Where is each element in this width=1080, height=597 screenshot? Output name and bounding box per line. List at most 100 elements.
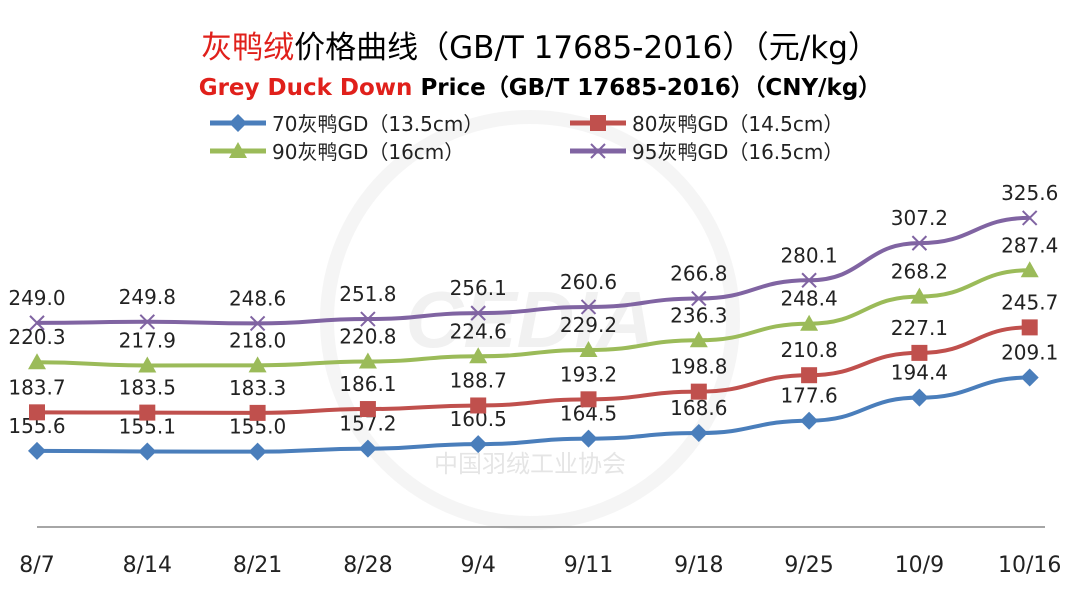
data-point — [689, 424, 708, 443]
data-label: 266.8 — [670, 261, 727, 285]
legend-marker-95 — [570, 142, 626, 159]
data-label: 249.0 — [8, 286, 65, 310]
x-tick-label: 10/9 — [895, 553, 944, 578]
data-label: 218.0 — [229, 328, 286, 352]
data-point — [139, 314, 156, 330]
data-label: 168.6 — [670, 396, 727, 420]
data-label: 256.1 — [450, 276, 507, 300]
legend-label: 90灰鸭GD（16cm） — [272, 140, 465, 164]
data-label: 268.2 — [891, 260, 948, 284]
legend-item-90: 90灰鸭GD（16cm） — [208, 136, 464, 165]
data-point — [470, 397, 487, 414]
data-label: 224.6 — [450, 319, 507, 343]
legend-item-95: 95灰鸭GD（16.5cm） — [568, 136, 843, 165]
data-point — [1020, 368, 1039, 387]
data-point — [800, 411, 819, 430]
x-tick-label: 10/16 — [998, 553, 1061, 578]
x-tick-label: 8/7 — [19, 553, 54, 578]
legend-marker-shape — [229, 113, 247, 132]
series-line — [36, 215, 1030, 326]
data-label: 249.8 — [119, 285, 176, 309]
data-point — [139, 404, 156, 421]
legend-marker-shape — [229, 141, 247, 158]
data-label: 280.1 — [780, 243, 837, 267]
legend-marker-80 — [570, 114, 626, 131]
data-label: 210.8 — [780, 338, 837, 362]
data-point — [691, 290, 707, 307]
data-label: 229.2 — [560, 313, 617, 337]
data-point — [28, 353, 46, 370]
x-tick-label: 9/4 — [460, 553, 495, 578]
legend-label: 95灰鸭GD（16.5cm） — [632, 140, 844, 164]
data-point — [360, 311, 376, 327]
chart-subtitle: Grey Duck Down Price（GB/T 17685-2016）（CN… — [0, 68, 1080, 102]
data-label: 325.6 — [1001, 181, 1058, 205]
data-label: 248.4 — [780, 287, 837, 311]
data-label: 183.7 — [8, 375, 65, 399]
data-label: 188.7 — [450, 368, 507, 392]
data-point — [579, 429, 598, 448]
legend-marker-shape — [590, 142, 606, 159]
data-label: 177.6 — [780, 384, 837, 408]
data-label: 186.1 — [339, 372, 396, 396]
chart-title: 灰鸭绒价格曲线（GB/T 17685-2016）（元/kg） — [0, 22, 1080, 67]
data-point — [29, 404, 45, 421]
data-point — [359, 401, 376, 418]
chart-title-black: 价格曲线（GB/T 17685-2016）（元/kg） — [294, 30, 879, 66]
data-point — [29, 315, 45, 331]
data-label: 198.8 — [670, 355, 727, 379]
data-label: 251.8 — [339, 282, 396, 306]
data-point — [580, 391, 597, 408]
data-label: 193.2 — [560, 362, 617, 386]
legend-label: 80灰鸭GD（14.5cm） — [632, 112, 844, 136]
data-label: 248.6 — [229, 286, 286, 310]
data-point — [801, 272, 817, 288]
data-label: 220.3 — [8, 325, 65, 349]
data-label: 183.3 — [229, 376, 286, 400]
data-label: 260.6 — [560, 270, 617, 294]
data-label: 307.2 — [891, 206, 948, 230]
data-point — [470, 305, 486, 321]
legend-item-80: 80灰鸭GD（14.5cm） — [568, 108, 843, 137]
data-point — [800, 314, 819, 331]
legend-marker-70 — [210, 113, 266, 132]
data-point — [910, 287, 929, 304]
data-point — [138, 442, 157, 461]
x-tick-label: 8/28 — [343, 553, 392, 578]
chart-subtitle-red: Grey Duck Down — [198, 75, 413, 101]
data-point — [1020, 261, 1039, 278]
legend-marker-90 — [210, 141, 266, 158]
chart-subtitle-black: Price（GB/T 17685-2016）（CNY/kg） — [412, 75, 882, 101]
chart-title-red: 灰鸭绒 — [201, 30, 295, 66]
x-tick-label: 8/14 — [123, 553, 172, 578]
data-point — [801, 367, 818, 384]
data-point — [138, 356, 157, 373]
watermark-cn-text: 中国羽绒工业协会 — [434, 450, 626, 478]
data-label: 209.1 — [1001, 341, 1058, 365]
data-point — [1021, 319, 1038, 336]
data-point — [358, 439, 377, 458]
series-line — [36, 375, 1030, 454]
data-label: 183.5 — [119, 376, 176, 400]
data-point — [690, 383, 707, 400]
data-point — [469, 347, 488, 364]
x-tick-label: 8/21 — [233, 553, 282, 578]
x-tick-label: 9/18 — [674, 553, 723, 578]
data-point — [28, 441, 46, 460]
data-point — [910, 388, 929, 407]
series-line — [36, 268, 1030, 368]
data-point — [248, 442, 267, 461]
series-line — [36, 325, 1030, 415]
data-label: 217.9 — [119, 328, 176, 352]
data-label: 227.1 — [891, 316, 948, 340]
legend-item-70: 70灰鸭GD（13.5cm） — [208, 108, 483, 137]
data-point — [579, 340, 598, 357]
data-point — [469, 435, 488, 454]
data-label: 236.3 — [670, 303, 727, 327]
data-label: 287.4 — [1001, 233, 1058, 257]
data-point — [911, 235, 928, 251]
data-point — [911, 344, 928, 361]
data-point — [580, 299, 597, 315]
legend-marker-shape — [590, 114, 606, 131]
